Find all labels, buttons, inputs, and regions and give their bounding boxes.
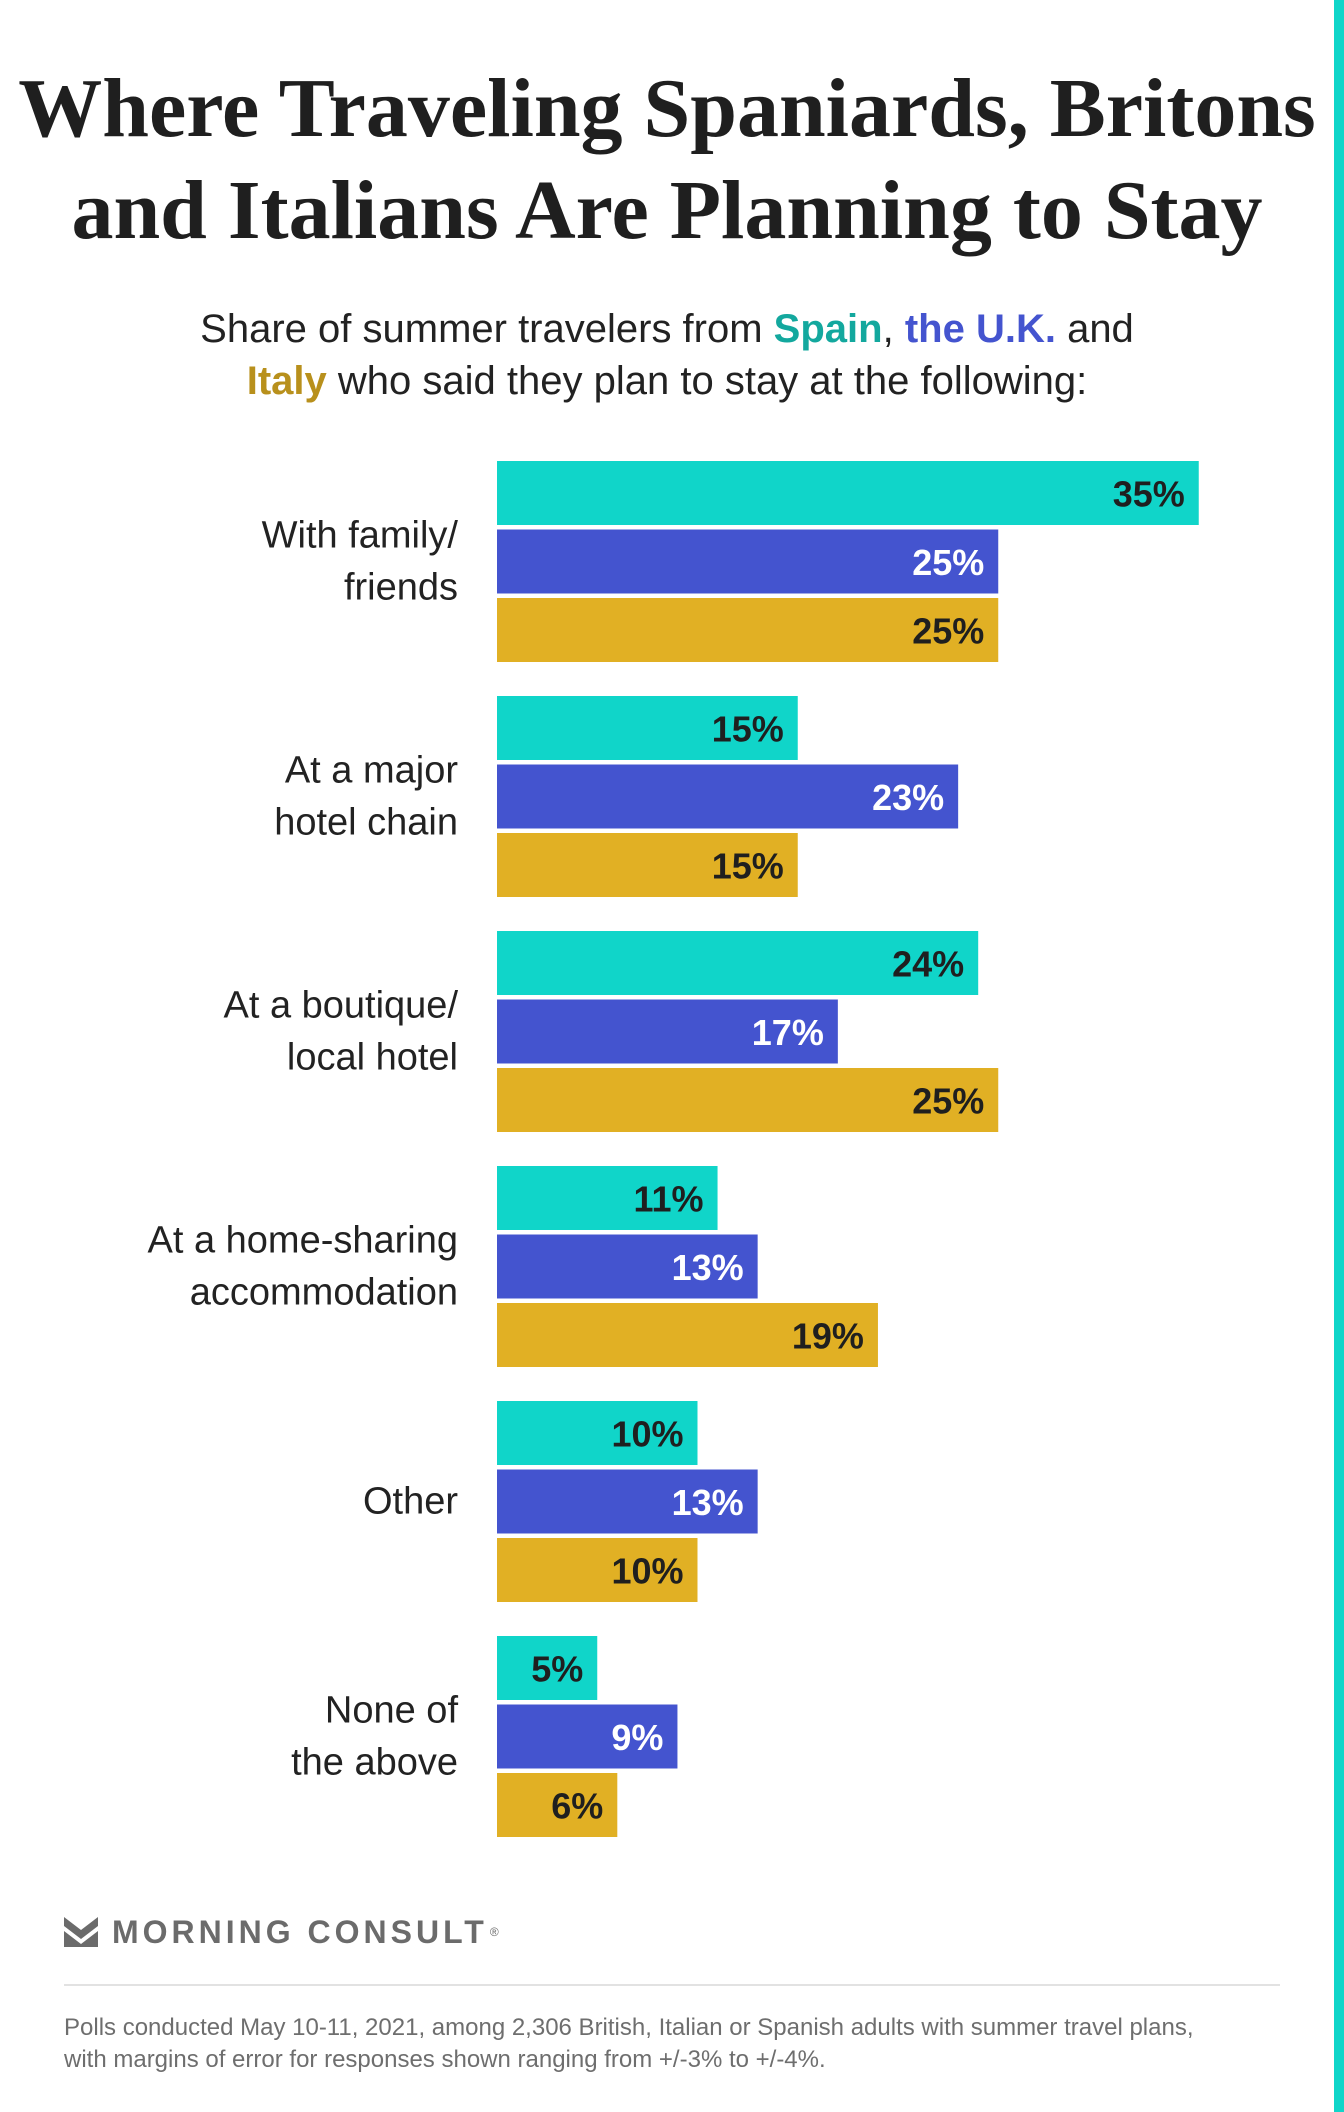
bar bbox=[497, 1068, 999, 1132]
brand-name: MORNING CONSULT bbox=[112, 1913, 488, 1950]
morning-consult-logo-icon bbox=[64, 1917, 98, 1947]
brand-registered-mark: ® bbox=[489, 1925, 499, 1939]
bar bbox=[497, 696, 798, 760]
accent-edge-bar bbox=[1334, 0, 1344, 2112]
data-label: 15% bbox=[712, 709, 784, 750]
category-label: the above bbox=[291, 1742, 458, 1784]
footnote-line-1: Polls conducted May 10-11, 2021, among 2… bbox=[64, 2014, 1194, 2041]
subtitle-and: and bbox=[1055, 307, 1134, 351]
data-label: 10% bbox=[611, 1551, 683, 1592]
data-label: 25% bbox=[912, 1081, 984, 1122]
category-label: With family/ bbox=[262, 515, 459, 557]
chart-subtitle: Share of summer travelers from Spain, th… bbox=[0, 303, 1334, 407]
bar bbox=[497, 999, 838, 1064]
bar bbox=[497, 1704, 678, 1769]
bar bbox=[497, 1166, 718, 1230]
chart-title-line-2: and Italians Are Planning to Stay bbox=[71, 164, 1263, 257]
subtitle-prefix: Share of summer travelers from bbox=[200, 307, 774, 351]
brand: MORNING CONSULT ® bbox=[64, 1912, 499, 1952]
category-label: At a boutique/ bbox=[223, 985, 458, 1027]
data-label: 13% bbox=[672, 1247, 744, 1288]
data-label: 15% bbox=[712, 846, 784, 887]
data-label: 11% bbox=[633, 1179, 703, 1220]
data-label: 5% bbox=[531, 1649, 583, 1690]
subtitle-separator: , bbox=[882, 307, 894, 351]
bar bbox=[497, 764, 959, 829]
subtitle-line-2: Italy who said they plan to stay at the … bbox=[0, 355, 1334, 407]
data-label: 19% bbox=[792, 1316, 864, 1357]
footnote-line-2: with margins of error for responses show… bbox=[64, 2046, 826, 2073]
category-label: None of bbox=[325, 1690, 459, 1732]
data-label: 25% bbox=[912, 611, 984, 652]
data-label: 9% bbox=[611, 1717, 663, 1758]
bar bbox=[497, 1538, 698, 1602]
data-label: 13% bbox=[672, 1482, 744, 1523]
chart-title-line-1: Where Traveling Spaniards, Britons bbox=[18, 62, 1316, 155]
category-label: friends bbox=[344, 567, 458, 609]
category-label: hotel chain bbox=[274, 802, 458, 844]
data-label: 6% bbox=[551, 1786, 603, 1827]
bar bbox=[497, 1773, 618, 1837]
chart-title: Where Traveling Spaniards, Britons and I… bbox=[0, 58, 1334, 262]
legend-italy: Italy bbox=[246, 359, 327, 403]
category-label: At a home-sharing bbox=[148, 1220, 459, 1262]
data-label: 23% bbox=[872, 777, 944, 818]
category-label: Other bbox=[363, 1481, 458, 1523]
category-label: accommodation bbox=[190, 1272, 458, 1314]
footnote: Polls conducted May 10-11, 2021, among 2… bbox=[64, 2012, 1294, 2076]
data-label: 17% bbox=[752, 1012, 824, 1053]
bar-chart: With family/friends 35% 25% 25% At a major ho… bbox=[148, 461, 1199, 1837]
legend-uk: the U.K. bbox=[904, 307, 1056, 351]
legend-spain: Spain bbox=[773, 307, 883, 351]
bar bbox=[497, 529, 999, 594]
category-label: local hotel bbox=[287, 1037, 458, 1079]
data-label: 35% bbox=[1113, 474, 1185, 515]
bar bbox=[497, 1469, 758, 1534]
subtitle-suffix: who said they plan to stay at the follow… bbox=[326, 359, 1088, 403]
data-label: 10% bbox=[611, 1414, 683, 1455]
bar bbox=[497, 1401, 698, 1465]
bar bbox=[497, 833, 798, 897]
bar bbox=[497, 598, 999, 662]
bar bbox=[497, 1234, 758, 1299]
bar bbox=[497, 461, 1199, 525]
bar bbox=[497, 931, 979, 995]
subtitle-line-1: Share of summer travelers from Spain, th… bbox=[0, 303, 1334, 355]
data-label: 24% bbox=[892, 944, 964, 985]
data-label: 25% bbox=[912, 542, 984, 583]
footer-divider bbox=[64, 1984, 1280, 1986]
bar bbox=[497, 1303, 878, 1367]
category-label: At a major bbox=[285, 750, 459, 792]
bar bbox=[497, 1636, 598, 1700]
